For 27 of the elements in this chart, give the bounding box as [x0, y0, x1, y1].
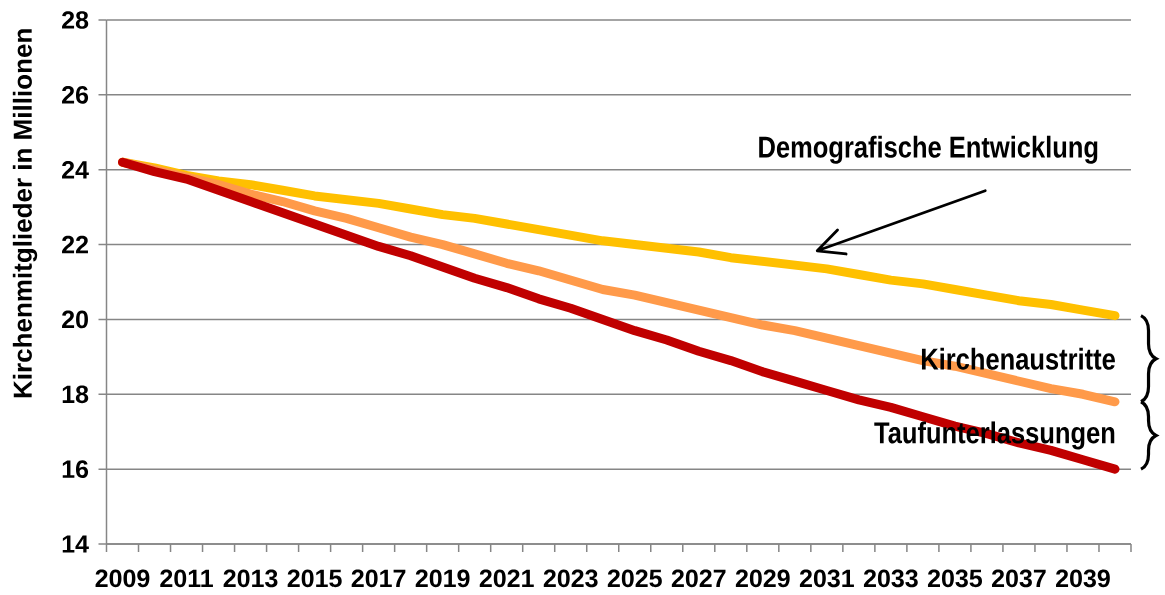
y-tick-label: 28 [62, 11, 89, 29]
annotation: Kirchenaustritte [921, 347, 1115, 370]
y-tick-label: 18 [62, 385, 89, 404]
x-tick-label: 2019 [415, 569, 470, 588]
y-axis-title: Kirchenmitglieder in Millionen [12, 29, 38, 398]
y-tick-label: 14 [62, 535, 89, 553]
x-tick-label: 2017 [351, 569, 406, 588]
x-tick-label: 2009 [95, 569, 150, 588]
y-tick-label: 22 [62, 235, 88, 254]
y-tick-label: 26 [62, 86, 89, 104]
x-tick-label: 2027 [671, 569, 726, 588]
y-tick-label: 20 [62, 310, 88, 329]
x-tick-label: 2029 [735, 569, 790, 588]
annotation: Demografische Entwicklung [759, 135, 1098, 164]
x-tick-label: 2015 [287, 569, 342, 588]
x-tick-label: 2039 [1056, 569, 1110, 588]
x-tick-label: 2037 [991, 569, 1046, 588]
x-tick-label: 2031 [799, 569, 854, 588]
x-tick-label: 2021 [479, 569, 534, 588]
x-tick-label: 2025 [607, 569, 662, 588]
x-tick-label: 2013 [223, 569, 278, 588]
y-tick-label: 16 [62, 460, 89, 478]
x-tick-label: 2023 [543, 569, 598, 588]
x-tick-label: 2035 [927, 569, 982, 588]
y-tick-label: 24 [62, 160, 89, 179]
x-tick-label: 2033 [863, 569, 918, 588]
x-tick-label: 2011 [160, 569, 213, 588]
